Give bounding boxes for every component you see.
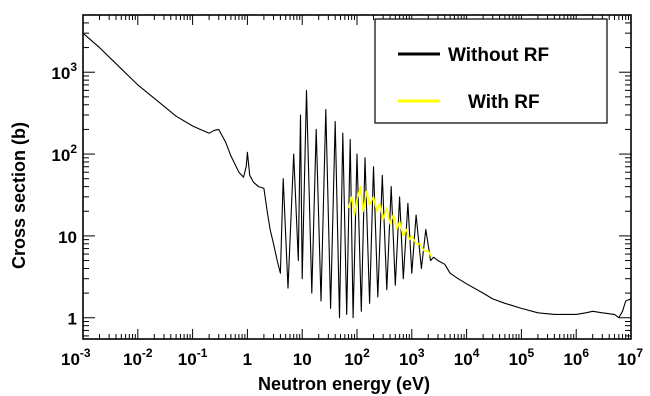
x-tick-labels: 10-3 10-2 10-1 1 10 102 103 104 105 106 107: [61, 346, 643, 369]
x-tick-label: 106: [563, 346, 589, 369]
y-tick-labels: 1 10 102 103: [51, 60, 77, 329]
x-tick-label: 10: [293, 350, 312, 369]
y-axis-title: Cross section (b): [9, 122, 29, 269]
legend-label-with-rf: With RF: [468, 92, 540, 113]
y-tick-label: 102: [51, 142, 77, 165]
series-line-without-rf: [82, 32, 632, 319]
x-tick-label: 104: [454, 346, 480, 369]
legend-label-without-rf: Without RF: [448, 45, 549, 66]
x-tick-label: 107: [617, 346, 643, 369]
x-tick-label: 105: [509, 346, 535, 369]
y-tick-label: 10: [58, 228, 77, 247]
x-tick-label: 102: [344, 346, 370, 369]
plot-frame: [82, 14, 632, 340]
legend-box: [374, 18, 608, 124]
series-line-with-rf: [347, 185, 433, 258]
x-tick-label: 1: [243, 350, 252, 369]
series-layer: [82, 32, 632, 319]
y-tick-label: 103: [51, 60, 77, 83]
x-tick-label: 103: [399, 346, 425, 369]
x-tick-label: 10-1: [178, 346, 208, 369]
y-tick-label: 1: [68, 310, 77, 329]
x-tick-label: 10-2: [123, 346, 153, 369]
axis-ticks: [82, 14, 632, 339]
x-axis-title: Neutron energy (eV): [258, 374, 430, 394]
x-tick-label: 10-3: [61, 346, 91, 369]
legend: Without RF With RF: [374, 18, 608, 124]
